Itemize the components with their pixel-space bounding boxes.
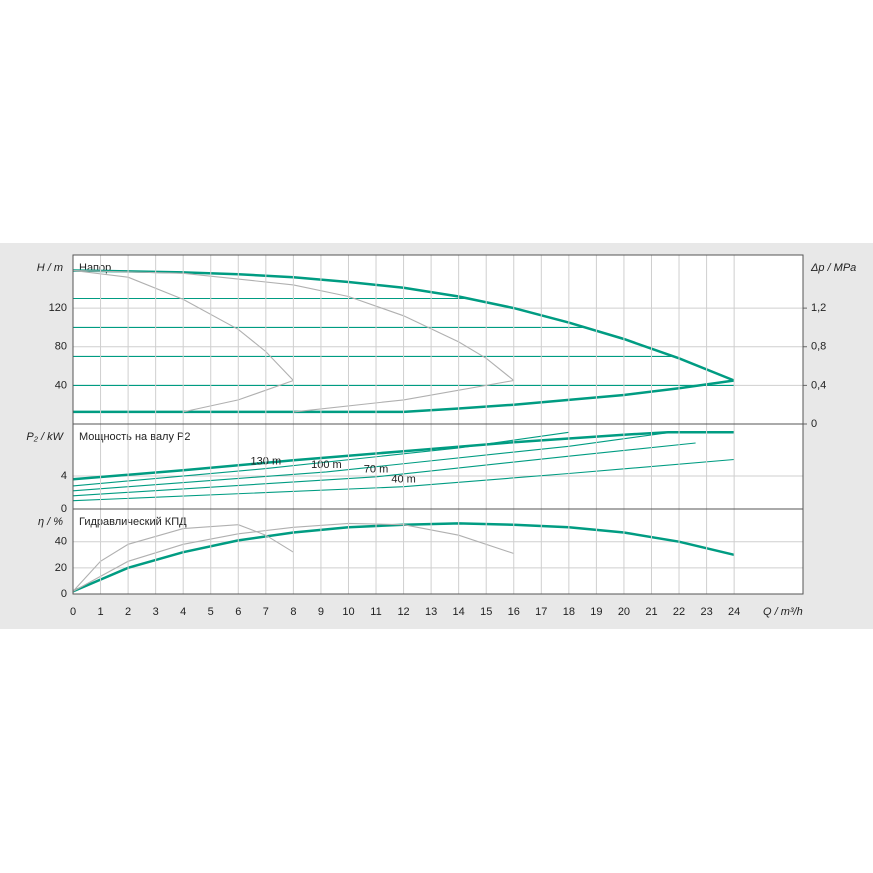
- x-tick-label: 4: [180, 606, 186, 618]
- panel-frame: [72, 508, 804, 595]
- x-tick-label: 18: [563, 606, 575, 618]
- y-axis-label: H / m: [37, 262, 63, 274]
- y-tick-label: 40: [55, 536, 67, 548]
- curve: [72, 442, 696, 497]
- x-tick-label: 13: [425, 606, 437, 618]
- panel-title: Мощность на валу P2: [79, 431, 191, 443]
- x-tick-label: 11: [370, 606, 381, 618]
- y-tick-label: 120: [49, 302, 67, 314]
- x-tick-label: 8: [290, 606, 296, 618]
- x-tick-label: 24: [728, 606, 740, 618]
- y-axis-label: η / %: [38, 516, 63, 528]
- x-tick-label: 0: [70, 606, 76, 618]
- x-tick-label: 23: [700, 606, 712, 618]
- x-tick-label: 12: [397, 606, 409, 618]
- x-tick-label: 17: [535, 606, 547, 618]
- x-tick-label: 5: [208, 606, 214, 618]
- y2-tick-label: 0,4: [811, 379, 826, 391]
- x-tick-label: 1: [97, 606, 103, 618]
- y2-tick-label: 0: [811, 418, 817, 430]
- x-tick-label: 3: [153, 606, 159, 618]
- y-tick-label: 40: [55, 379, 67, 391]
- y-tick-label: 0: [61, 588, 67, 600]
- y2-tick-label: 1,2: [811, 302, 826, 314]
- y2-axis-label: Δp / MPa: [810, 262, 856, 274]
- x-tick-label: 10: [342, 606, 354, 618]
- x-tick-label: 7: [263, 606, 269, 618]
- y-tick-label: 80: [55, 341, 67, 353]
- y-tick-label: 20: [55, 562, 67, 574]
- y-axis-label: P₂ / kW: [26, 431, 64, 443]
- y-tick-label: 0: [61, 503, 67, 515]
- x-tick-label: 15: [480, 606, 492, 618]
- y-tick-label: 4: [61, 470, 67, 482]
- x-tick-label: 22: [673, 606, 685, 618]
- x-tick-label: 2: [125, 606, 131, 618]
- x-tick-label: 19: [590, 606, 602, 618]
- curve: [72, 431, 671, 492]
- x-tick-label: 20: [618, 606, 630, 618]
- x-tick-label: 16: [508, 606, 520, 618]
- panel-title: Гидравлический КПД: [79, 516, 187, 528]
- x-tick-label: 14: [453, 606, 465, 618]
- x-tick-label: 6: [235, 606, 241, 618]
- x-tick-label: 9: [318, 606, 324, 618]
- x-tick-label: 21: [645, 606, 657, 618]
- y2-tick-label: 0,8: [811, 341, 826, 353]
- curve-label: 100 m: [311, 459, 342, 471]
- x-axis-label: Q / m³/h: [763, 606, 803, 618]
